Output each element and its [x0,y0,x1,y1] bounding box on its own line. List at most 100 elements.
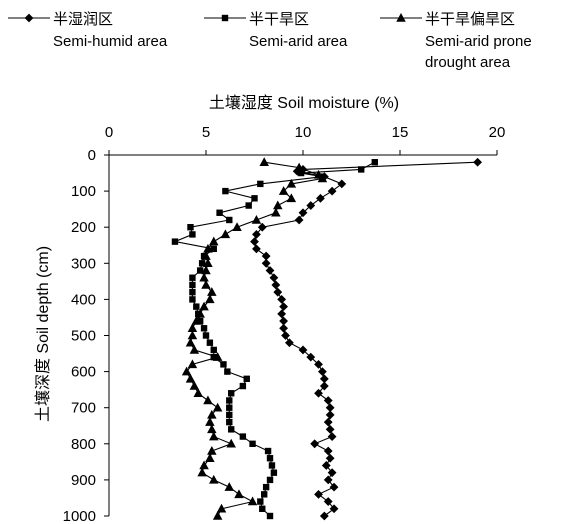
x-axis: 0 5 10 15 20 [105,124,506,156]
data-point [203,243,213,253]
data-point [337,179,347,189]
data-point [193,388,203,398]
data-point [171,238,179,245]
data-point [323,396,333,405]
data-point [314,359,323,369]
data-point [297,169,305,177]
data-point [325,410,335,420]
legend-marker [221,14,229,22]
data-point [473,157,482,167]
x-tick-label: 5 [202,124,210,141]
data-point [200,325,208,332]
data-point [298,208,308,218]
data-point [325,424,335,434]
data-point [216,209,223,216]
series-3 [181,157,328,520]
data-point [210,245,217,253]
data-point [306,201,316,210]
series-layer [171,157,482,521]
data-point [277,295,287,304]
series-line [253,161,478,517]
legend-label-en: drought area [425,54,511,71]
legend-label-en: Semi-arid area [249,33,348,50]
y-tick-label: 100 [71,183,96,200]
data-point [202,332,210,339]
data-point [327,468,337,478]
x-axis-title: 土壤湿度 Soil moisture (%) [209,93,399,112]
data-point [198,260,206,267]
y-tick-label: 400 [71,291,96,308]
data-point [232,222,242,231]
data-point [247,496,258,506]
data-point [226,411,233,419]
data-point [268,462,276,469]
legend-label-en: Semi-humid area [53,33,168,50]
data-point [189,281,196,289]
y-tick-label: 900 [71,472,96,489]
data-point [243,375,250,383]
data-point [189,274,196,281]
data-point [319,511,329,521]
data-point [261,258,271,268]
data-point [262,483,270,491]
data-point [250,237,259,247]
data-point [285,338,294,348]
data-point [226,404,233,411]
data-point [316,193,325,203]
y-tick-label: 600 [71,364,96,381]
data-point [185,337,196,347]
data-point [310,439,320,449]
data-point [270,469,278,476]
data-point [323,417,333,427]
data-point [207,409,217,419]
data-point [209,236,219,246]
data-point [203,395,213,405]
legend-label-cn: 半干旱偏旱区 [425,10,515,28]
data-point [205,453,215,462]
data-point [261,251,271,261]
data-point [187,359,198,369]
data-point [199,272,209,282]
data-point [323,475,333,485]
data-point [196,267,204,274]
data-point [209,474,219,484]
data-point [206,339,214,346]
data-point [189,288,196,296]
data-point [317,173,328,183]
data-point [327,432,337,441]
data-point [209,431,219,441]
x-tick-label: 15 [392,124,409,141]
data-point [266,455,274,462]
data-point [239,382,247,390]
series-1 [250,157,482,521]
data-point [203,258,213,268]
data-point [252,230,261,239]
x-tick-label: 20 [489,124,506,141]
data-point [239,433,247,440]
data-point [265,266,275,275]
data-point [212,511,223,520]
data-point [249,440,256,447]
data-point [193,303,200,310]
data-point [195,308,205,318]
y-tick-label: 700 [71,400,96,417]
data-point [224,482,235,491]
data-point [205,417,215,426]
data-point [216,503,227,513]
data-point [294,162,304,172]
data-point [210,346,217,354]
data-point [279,323,288,333]
data-point [201,279,211,289]
data-point [329,482,339,492]
data-point [306,352,316,362]
legend-item-3: 半干旱偏旱区 Semi-arid prone drought area [380,10,532,71]
legend-item-1: 半湿润区 Semi-humid area [8,10,168,50]
data-point [252,244,261,254]
data-point [251,214,262,224]
data-point [281,331,290,340]
data-point [201,265,211,275]
data-point [226,397,233,404]
data-point [257,222,267,232]
